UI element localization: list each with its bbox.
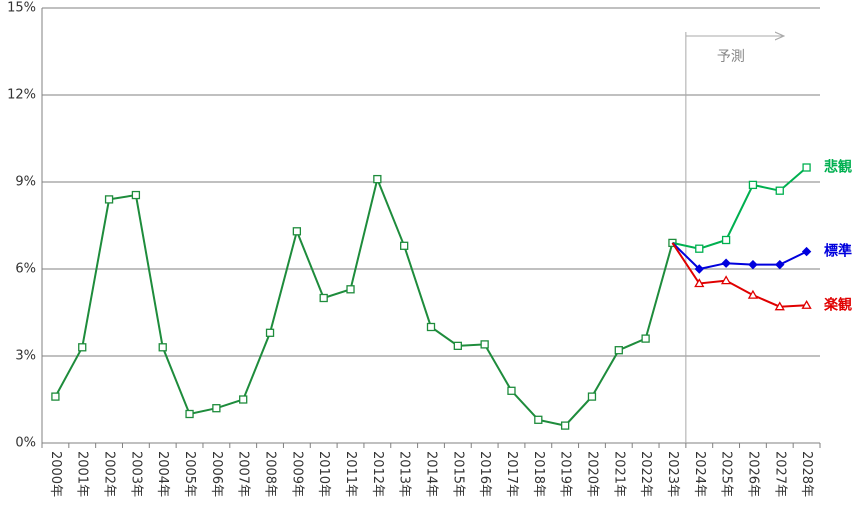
series-label: 標準 (824, 243, 852, 260)
y-tick-label: 15% (7, 1, 36, 16)
point (104, 195, 114, 204)
point (801, 299, 812, 309)
point (720, 275, 732, 285)
x-tick-label: 2016年 (477, 451, 492, 497)
point (694, 264, 704, 274)
x-tick-label: 2002年 (102, 451, 117, 497)
x-tick-label: 2004年 (155, 451, 170, 497)
point (775, 186, 784, 195)
x-tick-label: 2026年 (745, 451, 760, 497)
point (641, 334, 650, 343)
point (426, 322, 436, 332)
point (534, 415, 543, 424)
point (373, 174, 382, 184)
series-line (54, 175, 674, 427)
x-tick-label: 2019年 (558, 451, 573, 497)
x-tick-label: 2001年 (75, 451, 90, 497)
x-tick-label: 2028年 (799, 451, 814, 497)
x-tick-label: 2025年 (719, 451, 734, 497)
point (560, 421, 570, 430)
x-tick-label: 2005年 (182, 451, 197, 497)
point (721, 235, 731, 245)
x-tick-label: 2020年 (584, 451, 599, 497)
point (265, 328, 275, 337)
x-tick-label: 2012年 (370, 451, 385, 497)
point (346, 285, 355, 294)
point (319, 293, 328, 303)
x-tick-label: 2003年 (128, 451, 143, 497)
series-line (671, 242, 808, 271)
x-tick-label: 2006年 (209, 451, 224, 497)
point (695, 244, 704, 253)
point (614, 346, 623, 355)
series-label: 悲観 (824, 159, 852, 176)
point (587, 392, 597, 401)
y-tick-label: 0% (15, 436, 36, 451)
point (748, 180, 758, 190)
point (801, 246, 812, 257)
point (131, 190, 141, 200)
x-tick-label: 2018年 (531, 451, 546, 497)
point (239, 395, 248, 404)
y-tick-label: 3% (15, 349, 36, 364)
x-tick-label: 2021年 (611, 451, 626, 497)
x-tick-label: 2014年 (424, 451, 439, 497)
x-tick-label: 2015年 (450, 451, 465, 497)
point (78, 343, 87, 352)
x-tick-label: 2017年 (504, 451, 519, 497)
point (747, 289, 759, 299)
point (158, 343, 167, 352)
series-label: 楽観 (823, 296, 852, 313)
point (802, 163, 811, 172)
point (748, 259, 758, 270)
y-tick-label: 9% (15, 175, 36, 190)
x-tick-label: 2013年 (397, 451, 412, 497)
point (292, 227, 302, 236)
y-tick-label: 12% (7, 88, 36, 103)
point (694, 278, 705, 288)
point (774, 301, 785, 311)
y-tick-label: 6% (15, 262, 36, 277)
x-tick-label: 2007年 (236, 451, 251, 497)
forecast-label: 予測 (717, 49, 745, 65)
point (453, 341, 462, 351)
point (507, 386, 516, 395)
series-line (671, 242, 807, 308)
point (400, 241, 409, 250)
x-tick-label: 2022年 (638, 451, 653, 497)
x-tick-label: 2024年 (692, 451, 707, 497)
series-line (672, 166, 808, 250)
point (212, 404, 221, 413)
x-tick-label: 2009年 (289, 451, 304, 497)
x-tick-label: 2027年 (772, 451, 787, 497)
point (480, 340, 489, 349)
x-tick-label: 2011年 (343, 451, 358, 497)
point (721, 258, 731, 268)
point (775, 259, 785, 270)
x-tick-label: 2010年 (316, 451, 331, 497)
x-tick-label: 2008年 (263, 451, 278, 497)
point (185, 409, 194, 419)
x-tick-label: 2023年 (665, 451, 680, 497)
x-tick-label: 2000年 (48, 451, 63, 497)
point (51, 392, 60, 401)
